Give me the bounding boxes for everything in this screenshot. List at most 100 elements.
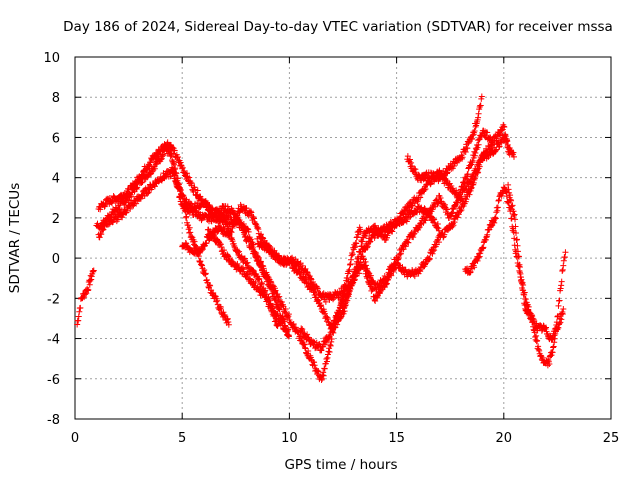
data-point <box>477 102 484 109</box>
data-point <box>197 193 204 200</box>
data-point <box>234 214 241 221</box>
data-point <box>244 259 251 266</box>
data-point <box>302 265 309 272</box>
data-point <box>424 212 431 219</box>
data-point <box>298 270 305 277</box>
data-point <box>85 286 92 293</box>
data-point <box>508 197 515 204</box>
data-point <box>484 129 491 136</box>
data-point <box>408 159 415 166</box>
data-point <box>331 324 338 331</box>
data-point <box>385 273 392 280</box>
data-point <box>264 275 271 282</box>
data-point <box>551 335 558 342</box>
data-point <box>322 339 329 346</box>
data-point <box>356 270 363 277</box>
data-point <box>478 93 485 100</box>
data-point <box>415 224 422 231</box>
data-point <box>255 226 262 233</box>
data-point <box>431 219 438 226</box>
data-point <box>304 269 311 276</box>
data-point <box>426 255 433 262</box>
data-point <box>366 239 373 246</box>
data-point <box>324 314 331 321</box>
data-point <box>225 321 232 328</box>
data-point <box>218 244 225 251</box>
data-point <box>254 283 261 290</box>
data-point <box>181 169 188 176</box>
data-point <box>451 202 458 209</box>
data-point <box>240 226 247 233</box>
data-point <box>443 177 450 184</box>
data-points <box>74 93 569 383</box>
data-point <box>372 297 379 304</box>
series-sat-k <box>340 127 496 312</box>
series-sat-m <box>462 184 567 343</box>
data-point <box>493 135 500 142</box>
data-point <box>465 140 472 147</box>
data-point <box>346 266 353 273</box>
data-point <box>252 279 259 286</box>
data-point <box>358 237 365 244</box>
data-point <box>75 317 82 324</box>
data-point <box>431 247 438 254</box>
data-point <box>475 110 482 117</box>
data-point <box>207 206 214 213</box>
data-point <box>84 286 91 293</box>
data-point <box>496 131 503 138</box>
data-point <box>196 203 203 210</box>
data-point <box>422 186 429 193</box>
data-point <box>458 195 465 202</box>
data-point <box>87 277 94 284</box>
data-point <box>321 365 328 372</box>
data-point <box>560 262 567 269</box>
data-point <box>231 242 238 249</box>
data-point <box>170 159 177 166</box>
data-point <box>77 304 84 311</box>
data-point <box>249 266 256 273</box>
data-point <box>363 233 370 240</box>
data-point <box>314 285 321 292</box>
data-point <box>403 218 410 225</box>
data-point <box>397 250 404 257</box>
data-point <box>177 159 184 166</box>
data-point <box>494 204 501 211</box>
data-point <box>359 253 366 260</box>
data-point <box>244 225 251 232</box>
data-point <box>559 266 566 273</box>
data-point <box>506 146 513 153</box>
data-point <box>207 282 214 289</box>
data-point <box>243 205 250 212</box>
data-point <box>152 161 159 168</box>
data-point <box>464 171 471 178</box>
data-point <box>417 194 424 201</box>
y-tick-label: -6 <box>47 373 60 388</box>
data-point <box>373 294 380 301</box>
series-sat-a <box>74 267 97 328</box>
data-point <box>341 303 348 310</box>
data-point <box>188 180 195 187</box>
data-point <box>417 220 424 227</box>
data-point <box>514 242 521 249</box>
data-point <box>430 248 437 255</box>
data-point <box>561 254 568 261</box>
data-point <box>232 219 239 226</box>
data-point <box>515 253 522 260</box>
data-point <box>299 262 306 269</box>
data-point <box>364 265 371 272</box>
data-point <box>144 190 151 197</box>
data-point <box>462 149 469 156</box>
data-point <box>240 256 247 263</box>
data-point <box>429 250 436 257</box>
data-point <box>137 195 144 202</box>
data-point <box>104 215 111 222</box>
data-point <box>269 304 276 311</box>
data-point <box>305 347 312 354</box>
data-point <box>301 341 308 348</box>
data-point <box>282 323 289 330</box>
data-point <box>214 297 221 304</box>
series-sat-e <box>168 164 292 340</box>
data-point <box>224 203 231 210</box>
data-point <box>236 208 243 215</box>
